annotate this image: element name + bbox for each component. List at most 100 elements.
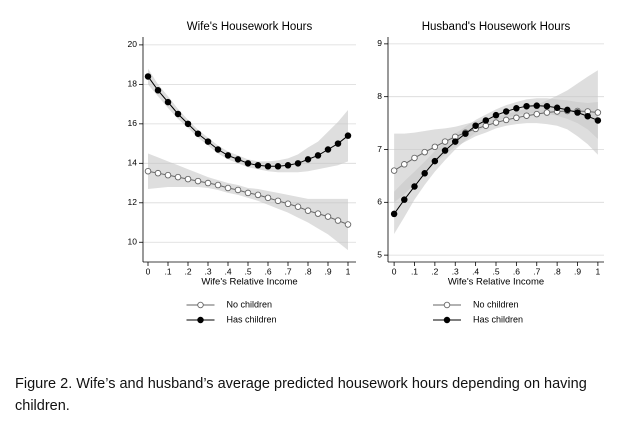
x-tick-label: .2 xyxy=(431,266,438,276)
point xyxy=(204,138,212,145)
x-tick-label: 1 xyxy=(596,266,601,276)
point xyxy=(224,184,232,192)
x-tick-label: .6 xyxy=(264,266,271,276)
y-tick-label: 5 xyxy=(377,249,382,259)
x-tick-label: .7 xyxy=(533,266,540,276)
legend-label: Has children xyxy=(227,314,277,324)
point xyxy=(264,163,272,170)
point xyxy=(533,102,541,109)
point xyxy=(204,179,212,187)
confidence-band xyxy=(148,68,348,173)
y-tick-label: 7 xyxy=(377,144,382,154)
x-tick-label: .5 xyxy=(244,266,251,276)
point xyxy=(401,196,408,203)
y-tick-label: 8 xyxy=(377,91,382,101)
point xyxy=(482,117,490,124)
point xyxy=(284,200,292,208)
point xyxy=(574,109,581,116)
point xyxy=(164,171,172,179)
point xyxy=(244,189,252,197)
point xyxy=(154,87,162,94)
y-tick-label: 10 xyxy=(128,237,138,247)
point xyxy=(431,157,439,165)
point xyxy=(214,146,222,153)
point xyxy=(154,169,162,177)
point xyxy=(324,146,332,153)
legend-label: No children xyxy=(473,299,519,309)
legend-label: No children xyxy=(227,299,273,309)
point xyxy=(390,167,398,174)
point xyxy=(194,177,202,185)
point xyxy=(314,210,322,217)
point xyxy=(441,147,449,154)
x-tick-label: .5 xyxy=(492,266,499,276)
point xyxy=(144,167,152,175)
point xyxy=(390,210,398,218)
point xyxy=(344,221,352,228)
point xyxy=(324,213,332,220)
point xyxy=(553,104,561,112)
point xyxy=(174,173,182,181)
point xyxy=(513,105,520,112)
point xyxy=(234,186,242,194)
point xyxy=(502,108,510,115)
point xyxy=(184,120,192,128)
point xyxy=(482,122,490,129)
x-tick-label: .9 xyxy=(574,266,581,276)
point xyxy=(264,194,272,202)
point xyxy=(543,109,551,116)
point xyxy=(174,110,182,118)
x-tick-label: .2 xyxy=(184,266,191,276)
x-tick-label: .9 xyxy=(324,266,331,276)
point xyxy=(334,217,342,224)
point xyxy=(314,152,322,159)
point xyxy=(334,140,342,147)
legend-label: Has children xyxy=(473,314,523,324)
point xyxy=(533,110,541,118)
point xyxy=(492,119,500,126)
y-tick-label: 12 xyxy=(128,197,138,207)
point xyxy=(564,106,571,114)
x-axis-label: Wife's Relative Income xyxy=(448,277,544,288)
x-tick-label: .8 xyxy=(304,266,311,276)
legend-marker xyxy=(197,301,204,309)
chart-title: Wife's Housework Hours xyxy=(187,21,313,33)
point xyxy=(401,161,408,168)
y-tick-label: 9 xyxy=(377,38,382,48)
point xyxy=(411,183,418,190)
point xyxy=(254,162,262,169)
point xyxy=(224,152,232,159)
x-tick-label: 0 xyxy=(392,266,397,276)
confidence-band xyxy=(148,153,348,251)
x-tick-label: .4 xyxy=(224,266,231,276)
point xyxy=(304,156,312,163)
point xyxy=(451,138,459,145)
point xyxy=(523,112,530,119)
x-tick-label: .7 xyxy=(284,266,291,276)
point xyxy=(274,197,282,205)
point xyxy=(431,143,439,151)
point xyxy=(194,130,202,137)
point xyxy=(294,160,302,167)
point xyxy=(523,102,530,110)
point xyxy=(594,117,602,124)
point xyxy=(274,163,282,170)
point xyxy=(584,112,591,120)
x-tick-label: .1 xyxy=(411,266,418,276)
point xyxy=(344,132,352,139)
point xyxy=(543,102,551,110)
point xyxy=(472,122,479,129)
y-tick-label: 14 xyxy=(128,158,138,168)
point xyxy=(594,109,602,116)
caption-line: Figure 2. Wife’s and husband’s average p… xyxy=(15,376,587,392)
x-tick-label: 0 xyxy=(146,266,151,276)
x-tick-label: .3 xyxy=(452,266,459,276)
confidence-band xyxy=(394,98,598,235)
point xyxy=(502,116,510,124)
x-tick-label: .4 xyxy=(472,266,479,276)
legend-marker xyxy=(443,301,451,309)
chart: Wife's Housework Hours1012141618200.1.2.… xyxy=(128,21,604,324)
y-tick-label: 20 xyxy=(128,39,138,49)
y-tick-label: 6 xyxy=(377,197,382,207)
point xyxy=(421,170,428,177)
